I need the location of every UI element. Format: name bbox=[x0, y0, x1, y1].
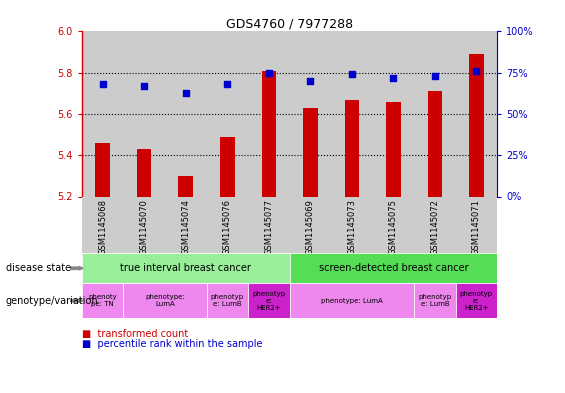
Text: ■  transformed count: ■ transformed count bbox=[82, 329, 188, 339]
Bar bbox=[428, 91, 442, 196]
Bar bbox=[123, 283, 207, 318]
Bar bbox=[289, 31, 331, 196]
Bar bbox=[331, 31, 373, 196]
Bar bbox=[95, 143, 110, 196]
Bar bbox=[248, 31, 289, 196]
Bar bbox=[373, 196, 414, 253]
Point bbox=[98, 81, 107, 87]
Bar bbox=[386, 101, 401, 196]
Bar bbox=[373, 31, 414, 196]
Text: GSM1145072: GSM1145072 bbox=[431, 199, 440, 255]
Bar bbox=[82, 253, 289, 283]
Text: phenotype:
LumA: phenotype: LumA bbox=[145, 294, 185, 307]
Point bbox=[389, 75, 398, 81]
Point bbox=[264, 70, 273, 76]
Point bbox=[140, 83, 149, 89]
Bar bbox=[82, 31, 123, 196]
Bar bbox=[414, 196, 455, 253]
Bar bbox=[165, 31, 207, 196]
Text: true interval breast cancer: true interval breast cancer bbox=[120, 263, 251, 273]
Text: phenotyp
e: LumB: phenotyp e: LumB bbox=[418, 294, 451, 307]
Bar bbox=[137, 149, 151, 196]
Text: disease state: disease state bbox=[6, 263, 71, 273]
Bar bbox=[82, 283, 123, 318]
Text: genotype/variation: genotype/variation bbox=[6, 296, 98, 306]
Bar bbox=[455, 31, 497, 196]
Bar bbox=[455, 196, 497, 253]
Bar bbox=[331, 196, 373, 253]
Point bbox=[181, 89, 190, 95]
Bar bbox=[207, 31, 248, 196]
Bar bbox=[207, 196, 248, 253]
Bar bbox=[289, 253, 497, 283]
Text: phenotyp
e:
HER2+: phenotyp e: HER2+ bbox=[252, 291, 285, 310]
Bar bbox=[123, 196, 165, 253]
Bar bbox=[207, 283, 248, 318]
Title: GDS4760 / 7977288: GDS4760 / 7977288 bbox=[226, 17, 353, 30]
Bar bbox=[289, 283, 414, 318]
Bar bbox=[414, 283, 455, 318]
Bar bbox=[289, 196, 331, 253]
Bar bbox=[123, 31, 165, 196]
Bar bbox=[469, 54, 484, 196]
Bar bbox=[220, 137, 234, 196]
Bar bbox=[303, 108, 318, 196]
Text: GSM1145070: GSM1145070 bbox=[140, 199, 149, 255]
Point bbox=[223, 81, 232, 87]
Bar bbox=[248, 283, 289, 318]
Bar bbox=[248, 196, 289, 253]
Point bbox=[347, 71, 357, 77]
Text: screen-detected breast cancer: screen-detected breast cancer bbox=[319, 263, 468, 273]
Text: GSM1145069: GSM1145069 bbox=[306, 199, 315, 255]
Text: GSM1145073: GSM1145073 bbox=[347, 199, 357, 255]
Bar bbox=[165, 196, 207, 253]
Text: phenotyp
e: LumB: phenotyp e: LumB bbox=[211, 294, 244, 307]
Text: GSM1145071: GSM1145071 bbox=[472, 199, 481, 255]
Text: GSM1145077: GSM1145077 bbox=[264, 199, 273, 255]
Text: GSM1145076: GSM1145076 bbox=[223, 199, 232, 255]
Point bbox=[306, 78, 315, 84]
Text: phenoty
pe: TN: phenoty pe: TN bbox=[88, 294, 117, 307]
Text: ■  percentile rank within the sample: ■ percentile rank within the sample bbox=[82, 339, 262, 349]
Point bbox=[472, 68, 481, 74]
Text: GSM1145075: GSM1145075 bbox=[389, 199, 398, 255]
Point bbox=[431, 73, 440, 79]
Bar bbox=[456, 283, 497, 318]
Bar bbox=[179, 176, 193, 196]
Text: GSM1145074: GSM1145074 bbox=[181, 199, 190, 255]
Bar bbox=[345, 99, 359, 196]
Bar bbox=[262, 71, 276, 196]
Text: GSM1145068: GSM1145068 bbox=[98, 199, 107, 255]
Bar bbox=[82, 196, 123, 253]
Bar bbox=[414, 31, 455, 196]
Text: phenotyp
e:
HER2+: phenotyp e: HER2+ bbox=[460, 291, 493, 310]
Text: phenotype: LumA: phenotype: LumA bbox=[321, 298, 383, 304]
